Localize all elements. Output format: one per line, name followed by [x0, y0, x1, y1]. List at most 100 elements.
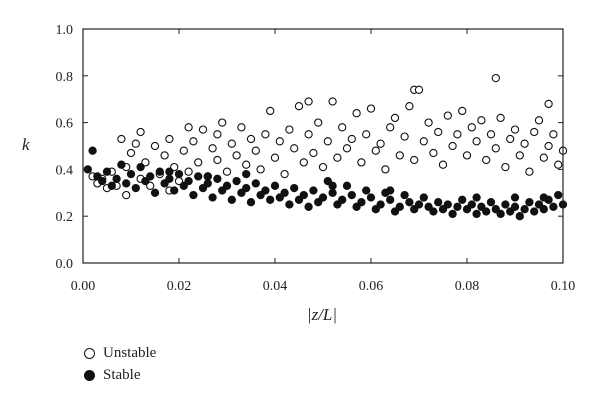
- data-point-stable: [266, 195, 275, 204]
- data-point-unstable: [352, 109, 361, 118]
- data-point-unstable: [477, 116, 486, 125]
- data-point-stable: [285, 200, 294, 209]
- legend-label-stable: Stable: [103, 366, 141, 383]
- data-point-stable: [131, 183, 140, 193]
- data-point-stable: [510, 193, 520, 202]
- data-point-unstable: [338, 123, 347, 132]
- data-point-stable: [184, 176, 193, 186]
- data-point-unstable: [160, 151, 169, 160]
- data-point-unstable: [491, 144, 500, 153]
- data-point-stable: [309, 186, 318, 195]
- data-point-unstable: [486, 130, 496, 139]
- data-point-unstable: [458, 106, 467, 116]
- y-tick-label: 0.4: [56, 163, 74, 178]
- data-point-unstable: [251, 146, 260, 155]
- data-point-unstable: [194, 158, 203, 167]
- data-point-unstable: [381, 165, 390, 174]
- data-point-stable: [174, 169, 184, 179]
- data-point-stable: [261, 186, 270, 195]
- data-point-unstable: [362, 130, 371, 139]
- data-point-stable: [515, 212, 524, 221]
- data-point-stable: [554, 190, 563, 200]
- data-point-stable: [155, 167, 164, 176]
- data-point-stable: [472, 209, 481, 219]
- data-point-unstable: [530, 127, 539, 137]
- data-point-stable: [328, 188, 337, 197]
- data-point-stable: [467, 200, 476, 209]
- data-point-stable: [294, 195, 304, 204]
- data-point-stable: [347, 190, 356, 200]
- data-point-stable: [165, 167, 174, 176]
- data-point-unstable: [419, 137, 428, 146]
- open-circle-icon: [84, 347, 95, 359]
- data-point-stable: [434, 198, 443, 207]
- filled-circle-icon: [84, 369, 95, 381]
- data-point-stable: [203, 172, 212, 181]
- data-point-stable: [405, 198, 414, 207]
- data-point-stable: [333, 200, 342, 209]
- data-point-unstable: [539, 153, 548, 162]
- data-point-stable: [136, 162, 145, 172]
- data-point-unstable: [376, 139, 385, 148]
- data-point-stable: [323, 176, 332, 186]
- data-point-unstable: [386, 123, 395, 132]
- data-point-stable: [362, 186, 371, 195]
- data-point-stable: [208, 193, 217, 202]
- y-tick-label: 0.2: [56, 210, 74, 225]
- data-point-unstable: [534, 116, 544, 125]
- data-point-unstable: [554, 160, 563, 169]
- data-point-unstable: [395, 151, 404, 160]
- data-point-stable: [501, 200, 510, 209]
- data-point-unstable: [472, 137, 481, 146]
- y-tick-label: 1.0: [56, 23, 74, 38]
- data-point-unstable: [314, 118, 323, 127]
- data-point-stable: [150, 188, 160, 197]
- data-point-unstable: [131, 139, 140, 148]
- data-point-stable: [112, 174, 121, 183]
- data-point-unstable: [179, 146, 188, 155]
- data-point-unstable: [390, 113, 400, 123]
- data-point-stable: [227, 195, 236, 204]
- data-point-stable: [117, 160, 126, 169]
- data-point-stable: [328, 181, 337, 190]
- data-point-stable: [198, 183, 208, 193]
- data-point-stable: [525, 198, 534, 207]
- data-point-stable: [88, 146, 97, 155]
- data-point-unstable: [549, 130, 558, 139]
- x-tick-label: 0.02: [167, 279, 192, 294]
- data-point-stable: [419, 193, 428, 202]
- data-point-unstable: [515, 151, 524, 160]
- data-point-stable: [453, 202, 462, 211]
- data-point-unstable: [309, 148, 318, 158]
- data-point-unstable: [218, 118, 227, 127]
- data-point-unstable: [482, 155, 491, 165]
- data-point-stable: [213, 174, 222, 183]
- data-point-unstable: [323, 137, 332, 146]
- data-point-stable: [299, 190, 308, 200]
- legend-item-unstable: Unstable: [84, 342, 156, 364]
- data-point-stable: [376, 200, 385, 209]
- data-point-unstable: [501, 162, 510, 172]
- data-point-unstable: [122, 190, 131, 200]
- y-tick-label: 0.0: [56, 257, 74, 272]
- data-point-unstable: [443, 111, 452, 120]
- data-point-stable: [448, 209, 457, 219]
- data-point-unstable: [165, 134, 174, 144]
- data-point-stable: [179, 181, 188, 190]
- data-point-unstable: [510, 125, 520, 134]
- legend-item-stable: Stable: [84, 364, 156, 386]
- data-point-unstable: [544, 99, 553, 109]
- data-point-unstable: [304, 97, 313, 106]
- data-point-unstable: [448, 141, 457, 151]
- data-point-unstable: [237, 123, 246, 132]
- data-point-unstable: [328, 97, 337, 106]
- data-point-stable: [102, 167, 112, 176]
- data-point-unstable: [184, 167, 193, 176]
- data-point-stable: [270, 181, 280, 190]
- data-point-stable: [506, 207, 515, 216]
- data-point-stable: [400, 190, 409, 200]
- data-point-stable: [304, 202, 313, 211]
- data-point-unstable: [208, 144, 217, 153]
- data-point-unstable: [400, 132, 409, 141]
- y-axis-label: k: [22, 135, 30, 154]
